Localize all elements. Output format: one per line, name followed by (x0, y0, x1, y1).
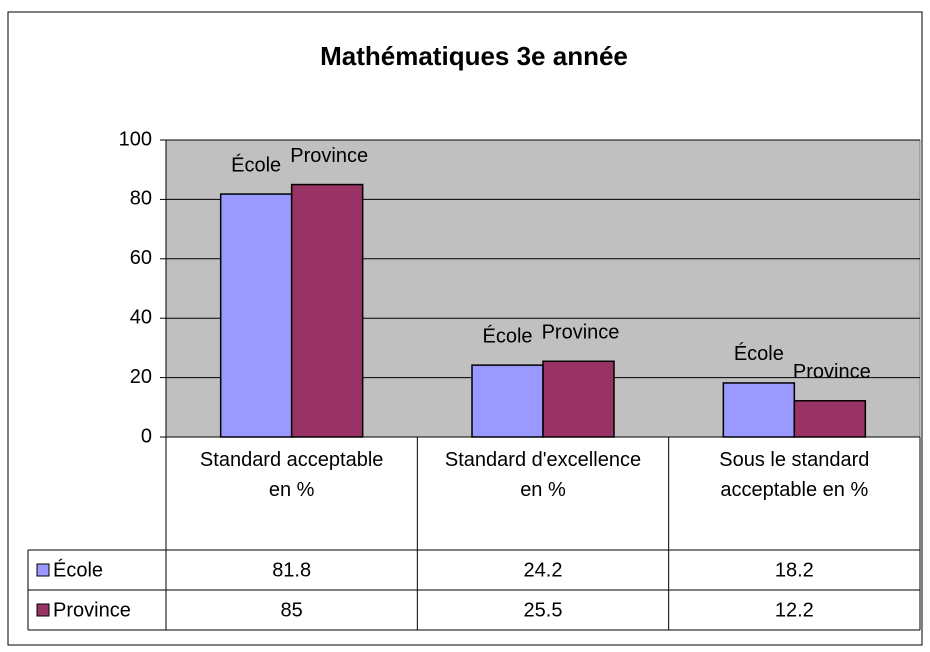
data-label: Province (542, 322, 620, 344)
x-tick-label: Sous le standard acceptable en % (719, 449, 870, 501)
legend-label: École (53, 558, 103, 581)
chart-title: Mathématiques 3e année (320, 41, 628, 71)
y-tick-label: 40 (130, 306, 152, 328)
bar (722, 382, 796, 438)
category-cell: Standard acceptable en % (199, 449, 384, 501)
y-tick-label: 60 (130, 247, 152, 269)
bar (542, 360, 615, 438)
data-label: École (734, 342, 784, 365)
category-cell: Standard d'excellence en % (444, 449, 642, 501)
data-label: École (231, 153, 281, 176)
table-value: 25.5 (524, 599, 563, 621)
y-tick-label: 80 (130, 188, 152, 210)
bar (290, 183, 364, 438)
data-label: Province (793, 361, 871, 383)
table-value: 18.2 (775, 559, 814, 581)
table-value: 12.2 (775, 599, 814, 621)
data-label: École (482, 324, 532, 347)
bar (793, 400, 867, 438)
legend-key (36, 603, 50, 617)
x-tick-label: Standard d'excellence en % (444, 449, 642, 501)
y-tick-label: 20 (130, 366, 152, 388)
y-tick-label: 100 (119, 128, 152, 150)
y-tick-label: 0 (141, 425, 152, 447)
legend-label: Province (53, 599, 131, 621)
table-value: 24.2 (524, 559, 563, 581)
legend-key (36, 563, 50, 577)
data-label: Province (290, 145, 368, 167)
bar (471, 364, 544, 438)
bar (219, 193, 293, 438)
x-tick-label: Standard acceptable en % (199, 449, 384, 501)
table-value: 81.8 (272, 559, 311, 581)
category-cell: Sous le standard acceptable en % (719, 449, 870, 501)
table-value: 85 (281, 599, 303, 621)
